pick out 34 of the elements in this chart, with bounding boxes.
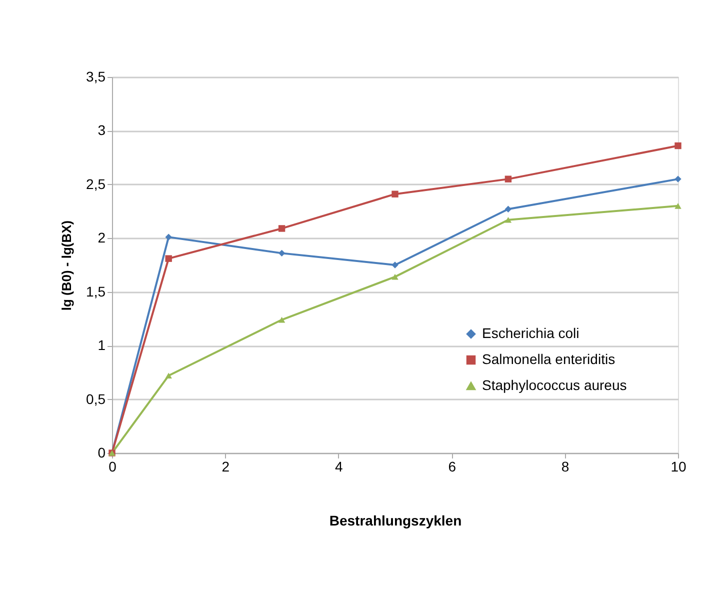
point (504, 176, 512, 182)
legend-label: Escherichia coli (482, 325, 580, 341)
point (392, 262, 398, 268)
point (674, 142, 682, 150)
y-tick-label: 0,5 (86, 390, 106, 407)
point (674, 203, 682, 209)
y-axis-title: lg (B0) - lg(BX) (59, 220, 74, 311)
legend-label: Staphylococcus aureus (482, 377, 627, 393)
point (392, 274, 398, 280)
point (165, 372, 172, 379)
y-tick-label: 1,5 (86, 283, 106, 300)
x-tick-label: 2 (222, 458, 230, 474)
y-tick-label: 1 (98, 337, 106, 354)
point (392, 190, 398, 198)
y-tick-label: 3 (98, 122, 106, 138)
y-tick-label: 2 (98, 230, 106, 246)
x-tick-label: 0 (108, 458, 117, 474)
point (278, 250, 286, 257)
y-tick-label: 2,5 (86, 176, 106, 192)
x-axis-title: Bestrahlungszyklen (329, 512, 462, 528)
point (278, 316, 286, 323)
x-tick-label: 4 (335, 458, 343, 474)
point (278, 225, 286, 232)
point (165, 255, 172, 262)
legend-label: Salmonella enteriditis (482, 351, 616, 367)
x-tick-label: 10 (670, 458, 686, 474)
y-tick-label: 0 (98, 444, 106, 460)
point (674, 176, 682, 182)
point (165, 234, 172, 240)
x-tick-label: 6 (448, 458, 456, 474)
x-tick-label: 8 (561, 458, 570, 474)
y-tick-label: 3,5 (86, 68, 106, 84)
point (504, 216, 512, 223)
point (504, 206, 512, 212)
